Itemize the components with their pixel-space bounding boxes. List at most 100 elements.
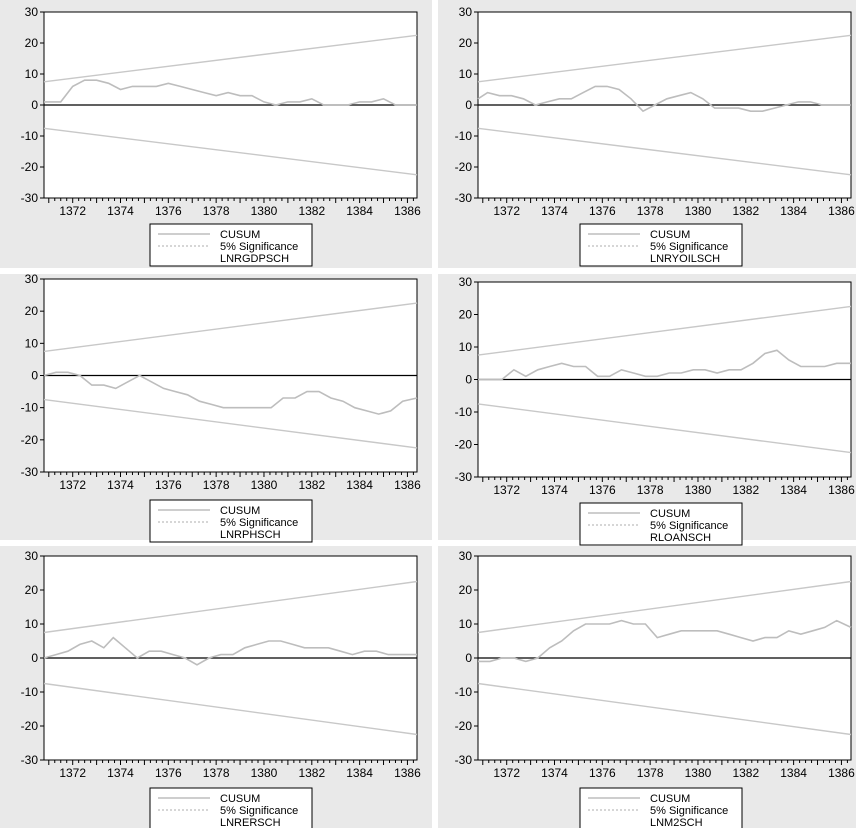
x-tick-label: 1378 <box>203 766 230 780</box>
x-tick-label: 1378 <box>203 204 230 218</box>
y-tick-label: 30 <box>459 549 473 563</box>
x-tick-label: 1384 <box>780 483 807 497</box>
x-tick-label: 1386 <box>828 204 855 218</box>
significance-upper-line <box>43 580 418 634</box>
y-tick-label: 10 <box>459 617 473 631</box>
chart-panel-6: 30 20 10 0 -10 -20 -30 1372 1374 1376 1378 1380 1382… <box>438 546 856 828</box>
y-tick-label: 20 <box>459 36 473 50</box>
x-tick-label: 1386 <box>394 204 421 218</box>
cusum-line <box>477 85 851 113</box>
legend-significance-label: 5% Significance <box>650 520 728 532</box>
chart-panel-5: 30 20 10 0 -10 -20 -30 1372 1374 1376 1378 1380 1382… <box>0 546 432 828</box>
x-tick-label: 1386 <box>828 483 855 497</box>
cusum-line <box>44 79 417 106</box>
y-tick-label: 30 <box>459 5 473 19</box>
y-tick-label: 10 <box>25 336 39 350</box>
y-tick-label: 10 <box>459 340 473 354</box>
y-tick-label: 20 <box>25 36 39 50</box>
y-tick-label: -20 <box>21 433 39 447</box>
x-tick-label: 1380 <box>685 483 712 497</box>
legend-variable-label: RLOANSCH <box>650 532 711 544</box>
y-tick-label: -30 <box>455 753 473 767</box>
x-tick-label: 1374 <box>107 204 134 218</box>
legend-variable-label: LNM2SCH <box>650 817 703 828</box>
y-tick-label: -20 <box>21 719 39 733</box>
y-tick-label: -30 <box>21 753 39 767</box>
legend-significance-label: 5% Significance <box>220 517 298 529</box>
legend-cusum-label: CUSUM <box>650 229 690 241</box>
y-tick-label: 20 <box>459 308 473 322</box>
legend-cusum-label: CUSUM <box>650 793 690 805</box>
legend-box <box>579 787 743 828</box>
x-tick-label: 1372 <box>493 204 520 218</box>
x-tick-label: 1372 <box>493 766 520 780</box>
significance-upper-line <box>477 580 852 634</box>
legend-box <box>579 223 743 267</box>
y-tick-label: -30 <box>21 465 39 479</box>
x-tick-label: 1380 <box>251 478 278 492</box>
x-tick-label: 1374 <box>541 204 568 218</box>
x-tick-label: 1378 <box>203 478 230 492</box>
cusum-line <box>43 371 418 415</box>
x-tick-label: 1382 <box>298 766 325 780</box>
legend-cusum-label: CUSUM <box>220 505 260 517</box>
x-tick-label: 1384 <box>780 204 807 218</box>
y-tick-label: 30 <box>25 549 39 563</box>
x-tick-label: 1386 <box>394 478 421 492</box>
y-tick-label: -20 <box>21 160 39 174</box>
x-tick-label: 1382 <box>732 766 759 780</box>
x-tick-label: 1372 <box>59 204 86 218</box>
y-tick-label: -30 <box>455 191 473 205</box>
significance-lower-line <box>477 127 852 176</box>
y-tick-label: 0 <box>31 651 38 665</box>
significance-upper-line <box>43 34 418 83</box>
x-tick-label: 1372 <box>59 766 86 780</box>
y-tick-label: 10 <box>25 617 39 631</box>
x-tick-label: 1376 <box>589 483 616 497</box>
chart-panel-3: 30 20 10 0 -10 -20 -30 1372 1374 1376 1378 1380 1382… <box>0 272 432 543</box>
significance-upper-line <box>477 34 852 83</box>
legend-box <box>579 502 743 546</box>
x-tick-label: 1380 <box>685 204 712 218</box>
y-tick-label: -10 <box>455 685 473 699</box>
y-tick-label: -30 <box>21 191 39 205</box>
x-tick-label: 1382 <box>298 478 325 492</box>
y-tick-label: 0 <box>465 373 472 387</box>
x-tick-label: 1376 <box>155 204 182 218</box>
x-tick-label: 1384 <box>780 766 807 780</box>
y-tick-label: 20 <box>25 304 39 318</box>
x-tick-label: 1374 <box>107 766 134 780</box>
x-tick-label: 1374 <box>541 766 568 780</box>
legend-cusum-label: CUSUM <box>220 229 260 241</box>
legend-cusum-label: CUSUM <box>650 508 690 520</box>
y-tick-label: 30 <box>25 5 39 19</box>
legend-box <box>149 499 313 543</box>
cusum-line <box>478 619 852 663</box>
x-tick-label: 1376 <box>155 478 182 492</box>
y-tick-label: -20 <box>455 719 473 733</box>
significance-upper-line <box>477 305 852 356</box>
y-tick-label: -10 <box>21 129 39 143</box>
significance-lower-line <box>43 127 418 176</box>
significance-lower-line <box>43 398 418 449</box>
x-tick-label: 1378 <box>637 483 664 497</box>
chart-panel-4: 30 20 10 0 -10 -20 -30 1372 1374 1376 1378 1380 1382… <box>438 274 856 546</box>
x-tick-label: 1380 <box>685 766 712 780</box>
y-tick-label: 0 <box>31 369 38 383</box>
y-tick-label: -20 <box>455 160 473 174</box>
y-tick-label: -10 <box>455 405 473 419</box>
y-tick-label: -20 <box>455 438 473 452</box>
x-tick-label: 1376 <box>589 204 616 218</box>
x-tick-label: 1380 <box>251 204 278 218</box>
x-tick-label: 1386 <box>828 766 855 780</box>
legend-cusum-label: CUSUM <box>220 793 260 805</box>
y-tick-label: 0 <box>465 98 472 112</box>
x-tick-label: 1372 <box>59 478 86 492</box>
x-tick-label: 1380 <box>251 766 278 780</box>
significance-lower-line <box>477 403 852 454</box>
